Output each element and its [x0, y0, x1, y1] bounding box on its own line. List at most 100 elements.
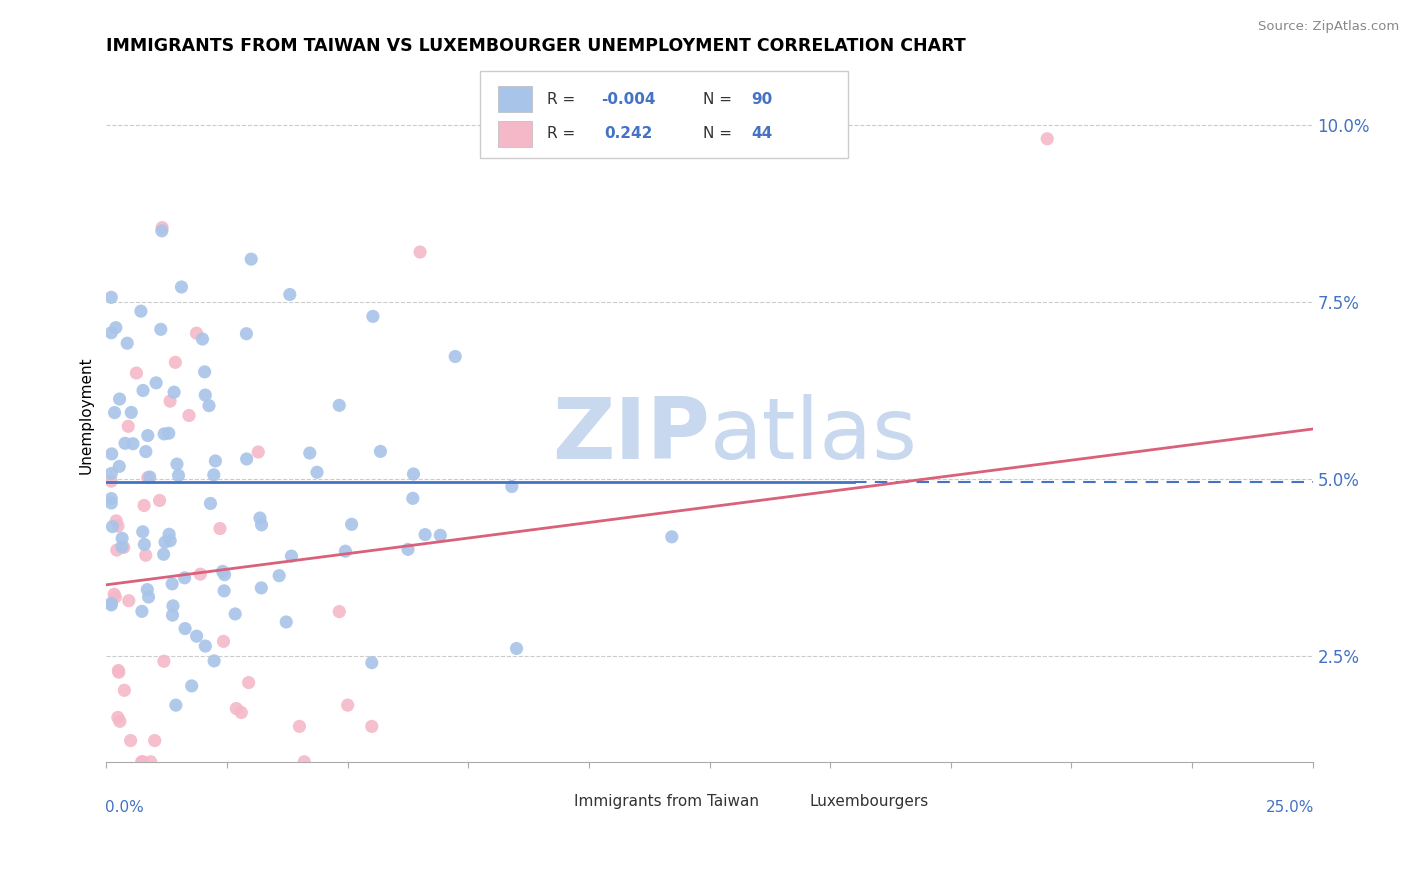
Point [134, 537, 156, 551]
Point [114, 436, 136, 450]
Point [118, 593, 141, 607]
Point [150, 224, 173, 238]
Point [166, 457, 188, 471]
Point [100, 467, 122, 481]
Point [413, 527, 436, 541]
Point [132, 755, 155, 769]
Point [131, 755, 153, 769]
Point [160, 577, 183, 591]
Point [107, 664, 129, 678]
Point [100, 598, 122, 612]
Text: 90: 90 [752, 92, 773, 107]
Point [117, 419, 139, 434]
Point [202, 654, 225, 668]
Point [278, 287, 301, 301]
Point [100, 491, 122, 506]
Text: Immigrants from Taiwan: Immigrants from Taiwan [575, 794, 759, 809]
Point [153, 535, 176, 549]
Point [115, 336, 138, 351]
Point [122, 436, 145, 450]
Point [336, 698, 359, 713]
Point [191, 332, 214, 346]
Point [136, 470, 159, 484]
Point [159, 533, 181, 548]
FancyBboxPatch shape [541, 793, 567, 810]
Point [112, 541, 135, 555]
Point [162, 608, 184, 623]
Text: atlas: atlas [710, 394, 918, 477]
FancyBboxPatch shape [481, 71, 848, 158]
Point [103, 406, 125, 420]
Point [136, 582, 159, 597]
Point [198, 399, 221, 413]
Point [108, 459, 131, 474]
Point [149, 322, 172, 336]
Text: 0.242: 0.242 [605, 127, 652, 141]
Point [305, 465, 328, 479]
Point [100, 596, 122, 610]
Point [204, 454, 226, 468]
Point [145, 376, 167, 390]
Point [136, 428, 159, 442]
Point [225, 701, 247, 715]
Point [186, 629, 208, 643]
Point [170, 280, 193, 294]
Point [177, 409, 200, 423]
Point [335, 544, 357, 558]
Point [208, 522, 231, 536]
Point [235, 452, 257, 467]
Text: Source: ZipAtlas.com: Source: ZipAtlas.com [1258, 20, 1399, 33]
Point [370, 444, 392, 458]
Point [173, 571, 195, 585]
Point [152, 547, 174, 561]
Point [501, 479, 523, 493]
Point [104, 590, 127, 604]
Point [340, 517, 363, 532]
Y-axis label: Unemployment: Unemployment [79, 356, 93, 474]
Point [107, 710, 129, 724]
Point [211, 565, 233, 579]
Point [194, 639, 217, 653]
Point [1036, 132, 1059, 146]
Point [150, 220, 173, 235]
Point [105, 543, 128, 558]
Point [224, 607, 246, 621]
Point [212, 583, 235, 598]
Point [396, 542, 419, 557]
Point [138, 470, 160, 484]
Point [360, 719, 382, 733]
Point [328, 605, 350, 619]
Point [186, 326, 208, 341]
Text: 25.0%: 25.0% [1265, 800, 1313, 815]
Point [112, 683, 135, 698]
Point [429, 528, 451, 542]
Text: N =: N = [703, 127, 733, 141]
Point [159, 394, 181, 409]
Point [100, 290, 122, 304]
Point [269, 568, 291, 582]
Point [162, 599, 184, 613]
Point [360, 656, 382, 670]
FancyBboxPatch shape [776, 793, 803, 810]
Point [240, 252, 263, 266]
Point [153, 426, 176, 441]
Point [120, 405, 142, 419]
Point [194, 388, 217, 402]
Point [157, 527, 180, 541]
Point [298, 446, 321, 460]
Point [214, 567, 236, 582]
Point [108, 714, 131, 729]
Point [143, 733, 166, 747]
Point [276, 615, 298, 629]
Point [135, 444, 157, 458]
Point [111, 532, 134, 546]
Point [132, 499, 155, 513]
Point [231, 706, 253, 720]
Text: R =: R = [547, 92, 579, 107]
Point [129, 304, 152, 318]
Point [212, 634, 235, 648]
Point [505, 641, 527, 656]
Point [139, 755, 162, 769]
Point [105, 514, 128, 528]
Point [188, 567, 211, 582]
